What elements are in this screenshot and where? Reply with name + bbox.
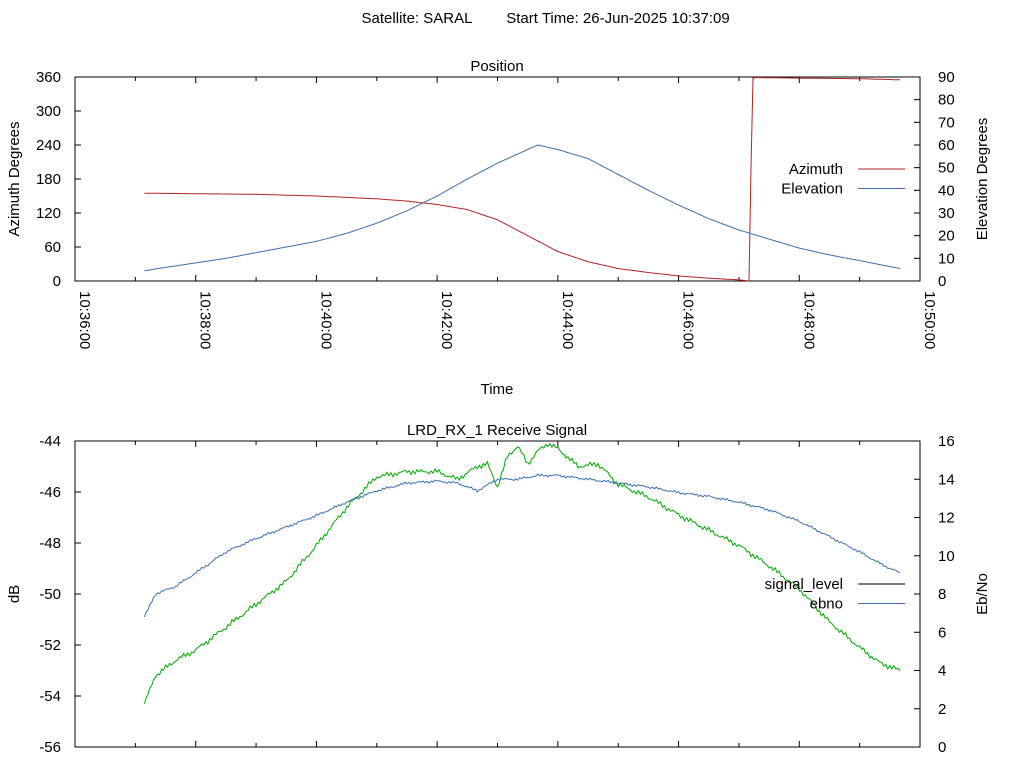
series-line-azimuth	[144, 77, 900, 282]
y-tick-label: 360	[36, 69, 61, 86]
x-tick-label: 10:40:00	[317, 291, 334, 349]
y2-tick-label: 10	[938, 548, 955, 565]
y2-tick-label: 10	[938, 250, 955, 267]
legend-label-elevation: Elevation	[781, 181, 843, 198]
y2-tick-label: 80	[938, 92, 955, 109]
y-tick-label: -56	[39, 739, 61, 756]
x-tick-label: 10:38:00	[197, 291, 214, 349]
position-series-group	[144, 77, 900, 282]
x-tick-label: 10:46:00	[680, 291, 697, 349]
signal-series-group	[143, 442, 901, 704]
y-tick-label: 300	[36, 103, 61, 120]
series-line-elevation	[144, 144, 900, 272]
y-tick-label: 0	[53, 273, 61, 290]
y2-tick-label: 60	[938, 137, 955, 154]
y2-tick-label: 8	[938, 586, 946, 603]
time-axis-label: Time	[481, 381, 514, 398]
y2-tick-label: 0	[938, 739, 946, 756]
x-tick-label: 10:42:00	[438, 291, 455, 349]
y2-tick-label: 90	[938, 69, 955, 86]
legend-label-azimuth: Azimuth	[789, 161, 843, 178]
elevation-axis-label: Elevation Degrees	[974, 118, 991, 241]
satellite-title: Satellite: SARAL	[362, 10, 473, 27]
legend-label-signal-level: signal_level	[765, 576, 843, 593]
series-line-ebno	[143, 473, 900, 618]
y-tick-label: -48	[39, 535, 61, 552]
db-axis-label: dB	[6, 585, 23, 603]
position-tick-group: 0 60 120 180 240 300 360 0 10 20 30 40 50 60 70 80 90 10:…	[36, 69, 955, 349]
y-tick-label: -50	[39, 586, 61, 603]
y-tick-label: 120	[36, 205, 61, 222]
x-tick-label: 10:48:00	[800, 291, 817, 349]
receive-signal-chart-title: LRD_RX_1 Receive Signal	[407, 422, 587, 439]
y2-tick-label: 16	[938, 433, 955, 450]
y-tick-label: -46	[39, 484, 61, 501]
y2-tick-label: 30	[938, 205, 955, 222]
position-legend: Azimuth Elevation	[781, 161, 905, 198]
y2-tick-label: 2	[938, 701, 946, 718]
y-tick-label: -52	[39, 637, 61, 654]
ebno-axis-label: Eb/No	[974, 573, 991, 615]
x-tick-label: 10:44:00	[559, 291, 576, 349]
azimuth-axis-label: Azimuth Degrees	[6, 121, 23, 236]
series-line-signal-level	[143, 442, 901, 704]
start-time-title: Start Time: 26-Jun-2025 10:37:09	[506, 10, 729, 27]
y2-tick-label: 6	[938, 624, 946, 641]
x-tick-label: 10:36:00	[76, 291, 93, 349]
y2-tick-label: 12	[938, 510, 955, 527]
x-tick-label: 10:50:00	[921, 291, 938, 349]
y-tick-label: 60	[44, 239, 61, 256]
y2-tick-label: 0	[938, 273, 946, 290]
y2-tick-label: 14	[938, 471, 955, 488]
y2-tick-label: 40	[938, 182, 955, 199]
position-plot-frame	[74, 76, 921, 282]
y2-tick-label: 4	[938, 663, 946, 680]
receive-signal-chart: LRD_RX_1 Receive Signal dB Eb/No -56-54-…	[6, 422, 991, 756]
y2-tick-label: 70	[938, 114, 955, 131]
y2-tick-label: 20	[938, 228, 955, 245]
y2-tick-label: 50	[938, 160, 955, 177]
position-chart: Position Time Azimuth Degrees Elevation …	[6, 58, 991, 398]
y-tick-label: 240	[36, 137, 61, 154]
y-tick-label: -54	[39, 688, 61, 705]
y-tick-label: 180	[36, 171, 61, 188]
position-chart-title: Position	[470, 58, 523, 75]
y-tick-label: -44	[39, 433, 61, 450]
signal-tick-group: -56 -54 -52 -50 -48 -46 -44 0 2 4 6 8 10 12 14 16	[39, 433, 954, 756]
legend-label-ebno: ebno	[810, 596, 843, 613]
